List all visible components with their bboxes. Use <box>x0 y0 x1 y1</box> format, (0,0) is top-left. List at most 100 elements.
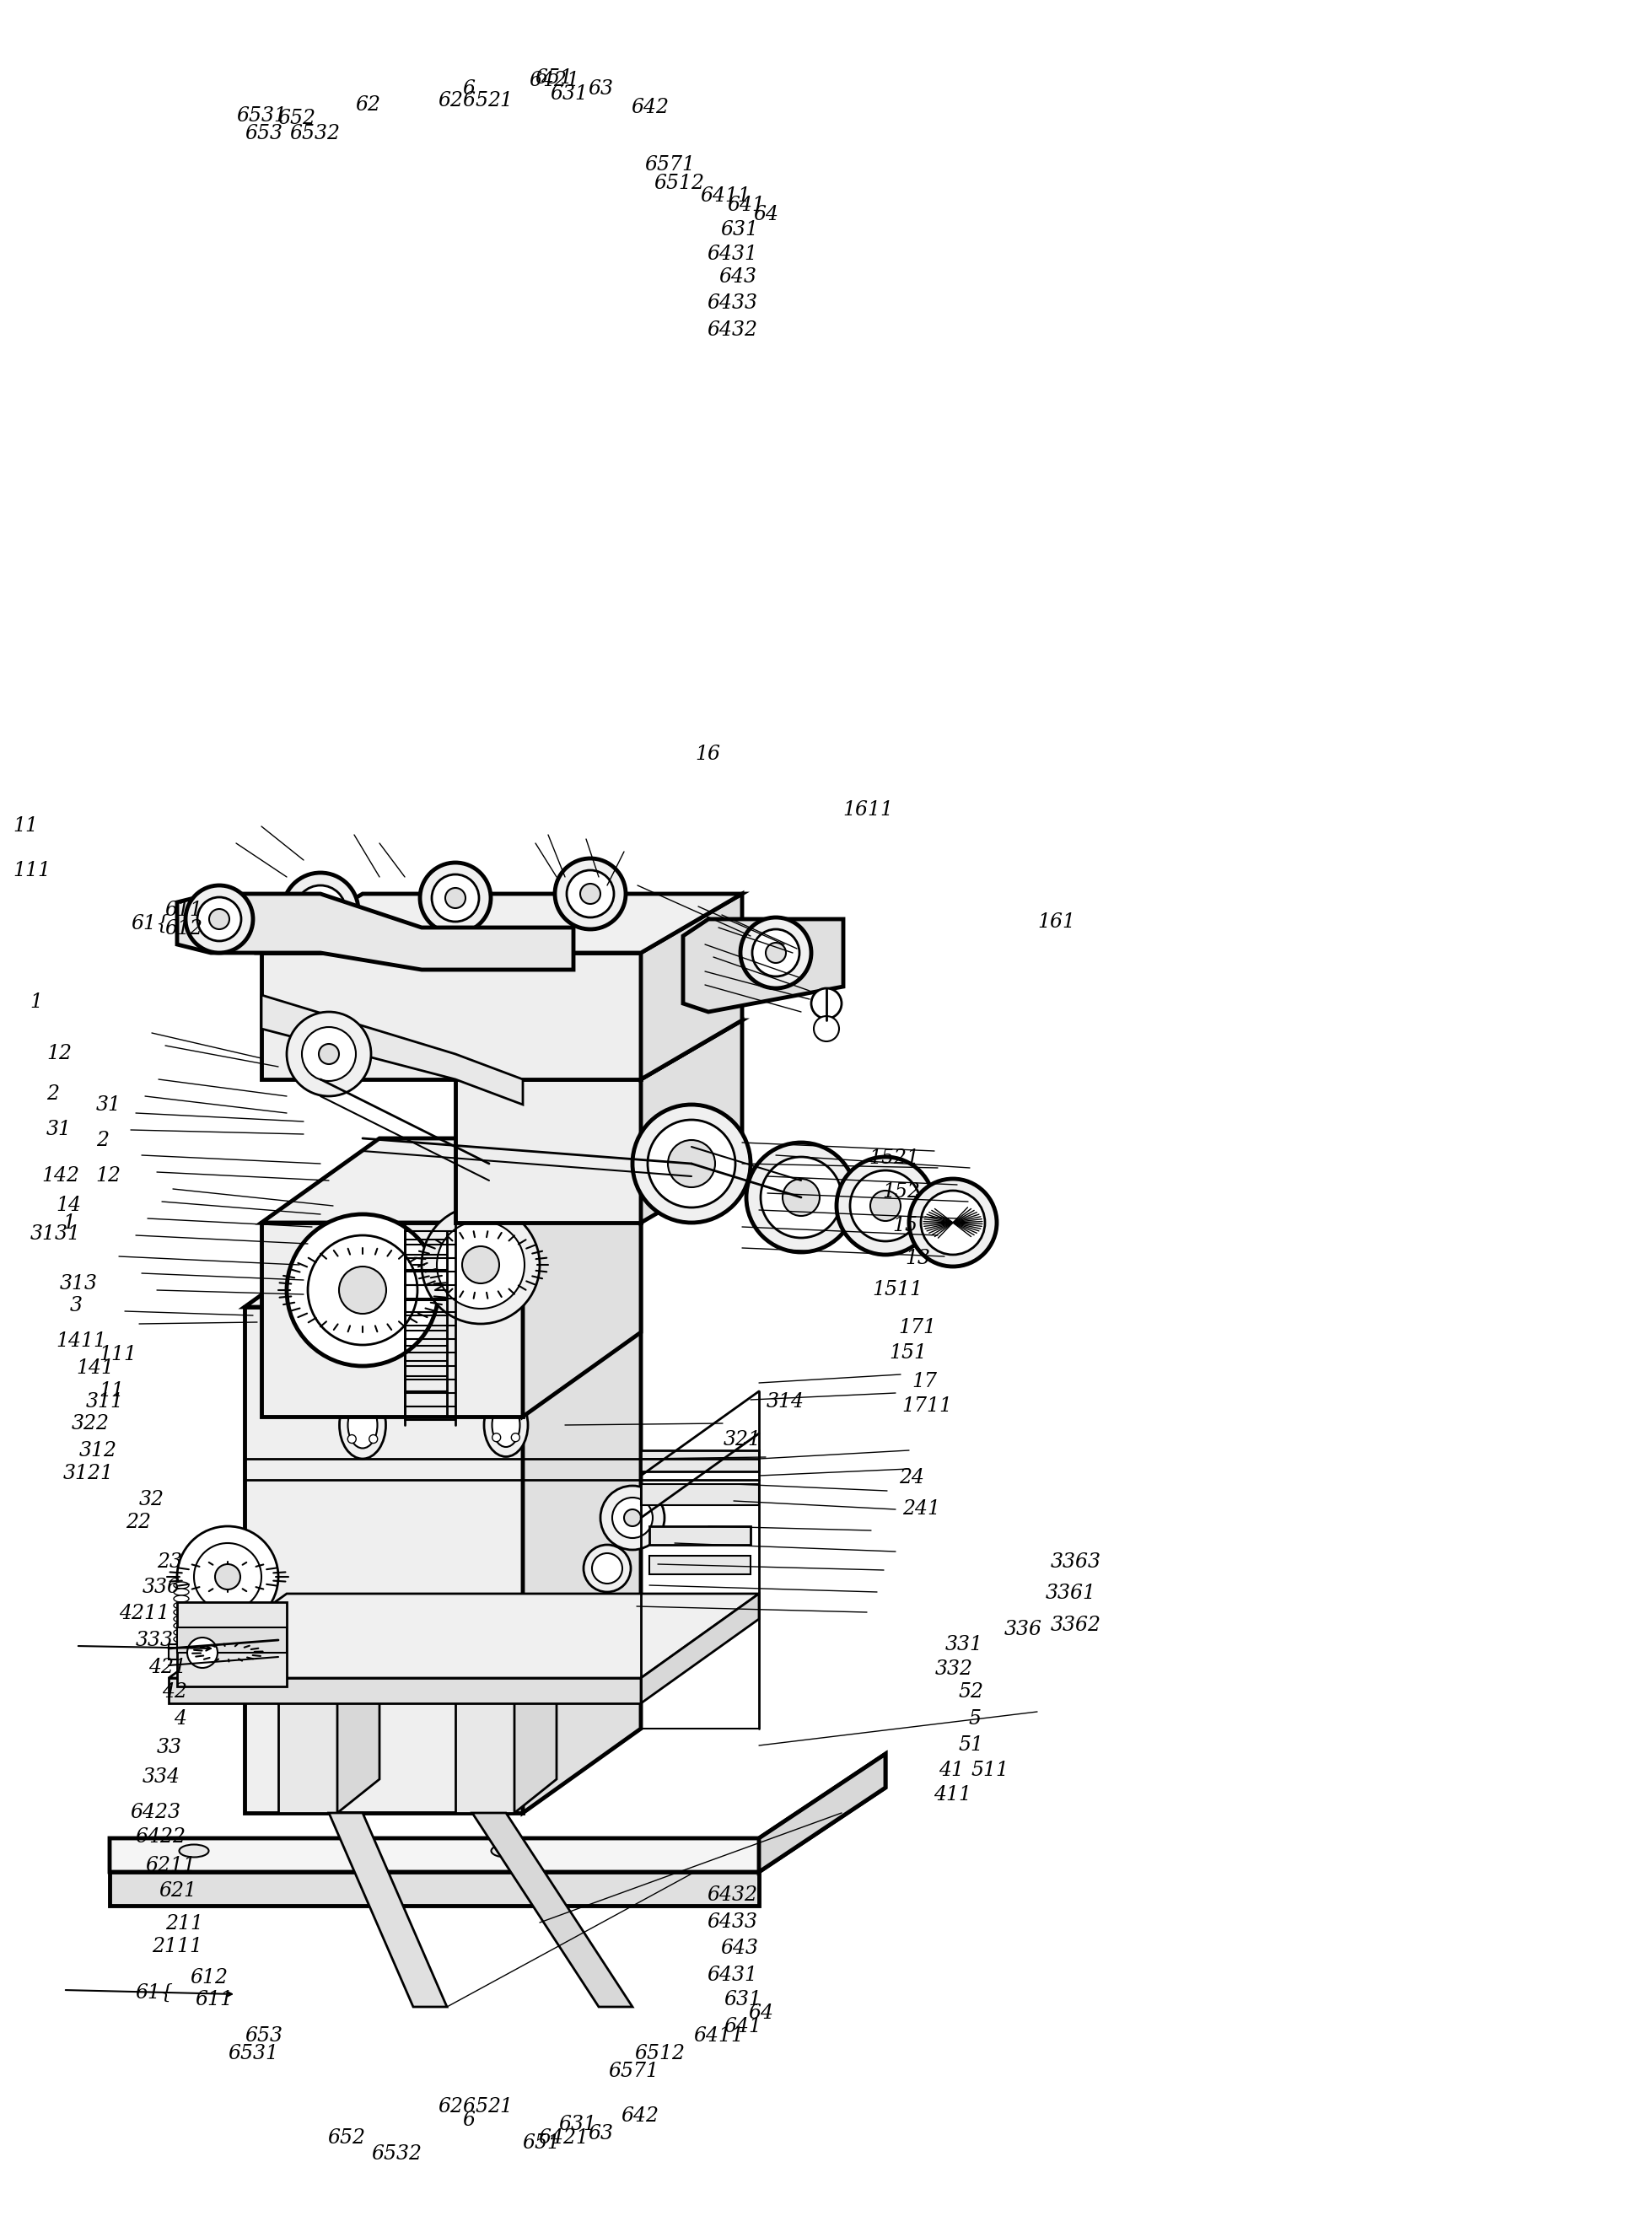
Bar <box>169 1645 269 1658</box>
Text: 61{: 61{ <box>131 913 169 933</box>
Bar <box>641 1484 758 1504</box>
Text: 22: 22 <box>126 1513 150 1531</box>
Circle shape <box>871 1190 900 1221</box>
Polygon shape <box>109 1754 885 1873</box>
Text: 333: 333 <box>135 1632 173 1649</box>
Text: 651: 651 <box>522 2134 560 2152</box>
Text: 643: 643 <box>720 1940 758 1957</box>
Circle shape <box>909 1178 996 1266</box>
Text: 16: 16 <box>695 745 720 763</box>
Text: 42: 42 <box>162 1683 187 1701</box>
Text: 21: 21 <box>487 92 512 109</box>
Bar <box>641 1451 758 1471</box>
Circle shape <box>185 886 253 953</box>
Circle shape <box>613 1498 653 1538</box>
Text: 336: 336 <box>142 1578 180 1596</box>
Circle shape <box>760 1156 841 1239</box>
Text: 6211: 6211 <box>145 1857 197 1875</box>
Text: 6532: 6532 <box>372 2145 423 2163</box>
Circle shape <box>193 1542 261 1612</box>
Circle shape <box>347 1406 357 1415</box>
Text: 33: 33 <box>157 1739 182 1757</box>
Text: 511: 511 <box>971 1761 1009 1779</box>
Text: 411: 411 <box>933 1786 971 1803</box>
Circle shape <box>187 1638 218 1667</box>
Text: 111: 111 <box>13 862 51 879</box>
Text: 631: 631 <box>558 2116 596 2134</box>
Circle shape <box>836 1156 935 1254</box>
Ellipse shape <box>173 1582 188 1589</box>
Circle shape <box>368 1406 378 1415</box>
Polygon shape <box>169 1678 641 1703</box>
Circle shape <box>851 1170 920 1241</box>
Text: 1711: 1711 <box>902 1397 953 1415</box>
Text: 6421: 6421 <box>529 71 580 89</box>
Bar <box>177 1627 287 1652</box>
Text: 1: 1 <box>63 1214 76 1232</box>
Circle shape <box>580 884 600 904</box>
Ellipse shape <box>173 1603 188 1609</box>
Polygon shape <box>244 1223 641 1308</box>
Circle shape <box>302 1027 355 1080</box>
Text: 17: 17 <box>912 1373 937 1391</box>
Polygon shape <box>177 893 573 969</box>
Text: 161: 161 <box>1037 913 1075 931</box>
Circle shape <box>347 1435 357 1444</box>
Polygon shape <box>522 1138 641 1417</box>
Polygon shape <box>261 995 522 1105</box>
Text: 3362: 3362 <box>1051 1616 1102 1634</box>
Circle shape <box>583 1545 631 1591</box>
Circle shape <box>633 1105 750 1223</box>
Ellipse shape <box>178 1844 208 1857</box>
Ellipse shape <box>349 1402 377 1449</box>
Text: 24: 24 <box>899 1469 923 1487</box>
Text: 331: 331 <box>945 1636 983 1654</box>
Circle shape <box>783 1178 819 1216</box>
Circle shape <box>567 870 615 917</box>
Text: 653: 653 <box>244 125 282 143</box>
Circle shape <box>512 1408 520 1417</box>
Bar <box>649 1527 750 1545</box>
Ellipse shape <box>173 1616 188 1623</box>
Text: 151: 151 <box>889 1344 927 1362</box>
Text: 631: 631 <box>720 221 758 239</box>
Text: 152: 152 <box>882 1183 920 1201</box>
Text: 6422: 6422 <box>135 1828 187 1846</box>
Text: 1: 1 <box>30 993 43 1011</box>
Text: 652: 652 <box>278 109 316 127</box>
Text: 321: 321 <box>724 1431 762 1449</box>
Polygon shape <box>682 920 843 1011</box>
Text: 31: 31 <box>46 1120 71 1138</box>
Text: 311: 311 <box>86 1393 124 1411</box>
Polygon shape <box>109 1873 758 1906</box>
Circle shape <box>287 1214 438 1366</box>
Bar <box>649 1556 750 1574</box>
Text: 12: 12 <box>46 1045 71 1062</box>
Text: 6571: 6571 <box>644 156 695 174</box>
Ellipse shape <box>491 1844 520 1857</box>
Circle shape <box>307 897 334 924</box>
Text: 62: 62 <box>355 96 380 114</box>
Text: 332: 332 <box>935 1661 973 1678</box>
Text: 1521: 1521 <box>869 1149 920 1167</box>
Text: 652: 652 <box>327 2129 365 2147</box>
Circle shape <box>624 1509 641 1527</box>
Ellipse shape <box>173 1636 188 1643</box>
Text: 641: 641 <box>724 2018 762 2036</box>
Text: 643: 643 <box>719 268 757 286</box>
Text: 41: 41 <box>938 1761 963 1779</box>
Text: 241: 241 <box>902 1500 940 1518</box>
Text: 334: 334 <box>142 1768 180 1786</box>
Circle shape <box>463 1245 499 1283</box>
Circle shape <box>177 1527 278 1627</box>
Text: 61{: 61{ <box>135 1984 173 2002</box>
Text: 211: 211 <box>165 1915 203 1933</box>
Circle shape <box>767 942 786 962</box>
Circle shape <box>215 1565 240 1589</box>
Polygon shape <box>641 893 742 1080</box>
Ellipse shape <box>173 1609 188 1616</box>
Text: 3121: 3121 <box>63 1464 114 1482</box>
Text: 6532: 6532 <box>289 125 340 143</box>
Text: 3363: 3363 <box>1051 1553 1102 1571</box>
Text: 21: 21 <box>487 2098 512 2116</box>
